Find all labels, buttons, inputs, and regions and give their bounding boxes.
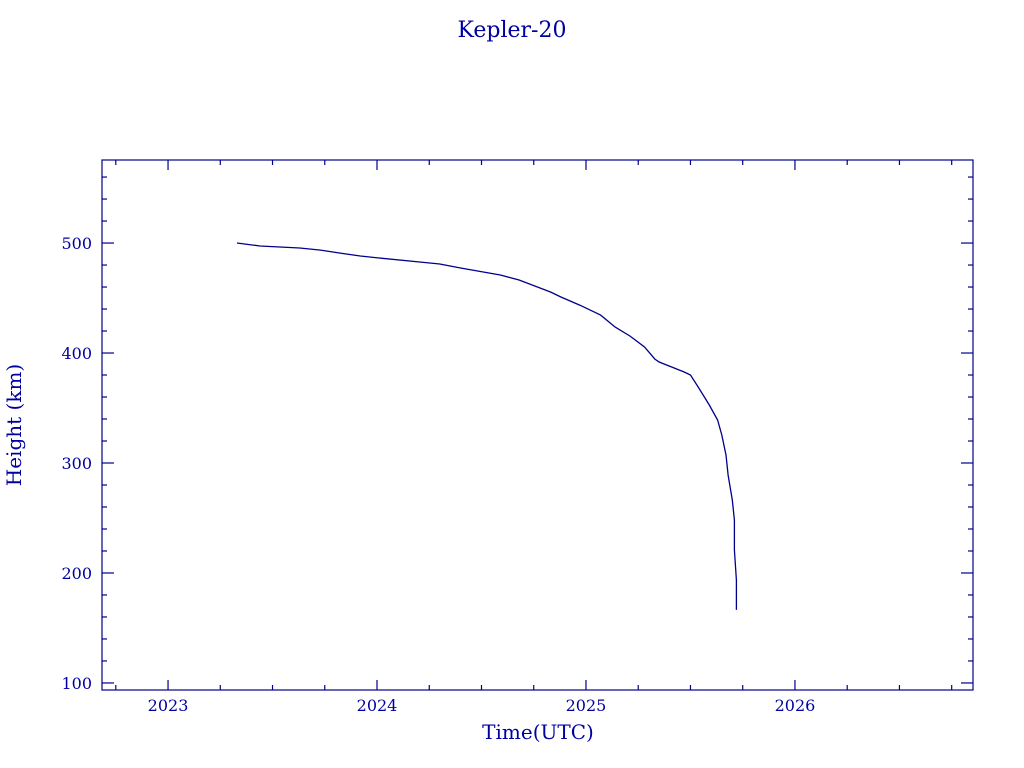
y-tick-label: 100 <box>61 674 92 693</box>
y-tick-label: 500 <box>61 234 92 253</box>
y-tick-label: 400 <box>61 344 92 363</box>
x-tick-label: 2023 <box>148 696 189 715</box>
chart-title: Kepler-20 <box>458 18 567 43</box>
axis-ticks <box>102 160 973 690</box>
plot-frame <box>101 159 974 691</box>
x-tick-label: 2026 <box>775 696 816 715</box>
x-axis-label: Time(UTC) <box>482 720 594 744</box>
y-tick-labels: 100 200 300 400 500 <box>61 234 92 693</box>
y-axis-label: Height (km) <box>2 364 26 486</box>
x-tick-labels: 2023 2024 2025 2026 <box>148 696 816 715</box>
x-tick-label: 2024 <box>357 696 398 715</box>
x-tick-label: 2025 <box>566 696 607 715</box>
y-tick-label: 200 <box>61 564 92 583</box>
series-line <box>236 242 738 610</box>
y-tick-label: 300 <box>61 454 92 473</box>
